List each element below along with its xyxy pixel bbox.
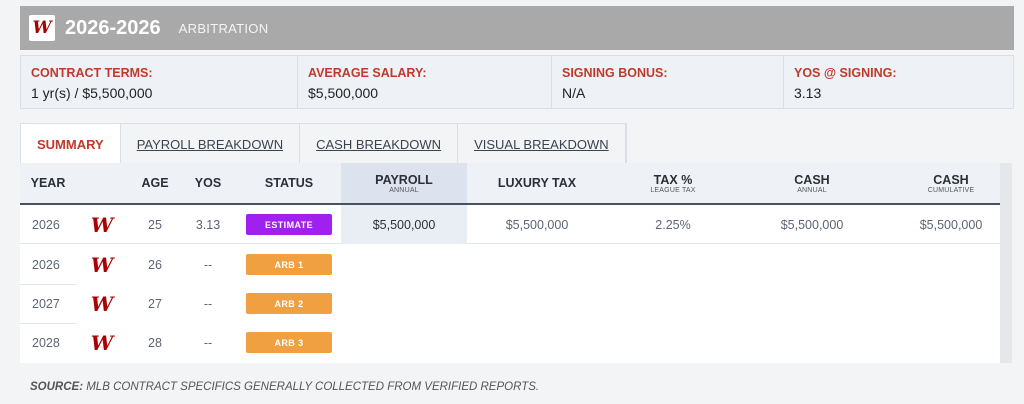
term-average-salary: AVERAGE SALARY: $5,500,000 (298, 56, 552, 108)
table-row: 2026 W 25 3.13 ESTIMATE $5,500,000 $5,50… (20, 205, 1012, 244)
row-age: 26 (148, 257, 162, 272)
col-year: YEAR (30, 176, 66, 190)
row-yos: -- (203, 335, 213, 350)
row-age: 28 (148, 335, 162, 350)
contract-header: W 2026-2026 ARBITRATION (20, 6, 1014, 50)
contract-table: YEAR AGE YOS STATUS PAYROLL ANNUAL LUXURY… (20, 163, 1012, 363)
col-cash-cumulative: CASH CUMULATIVE (927, 172, 975, 194)
col-luxury-tax: LUXURY TAX (497, 176, 577, 190)
row-year: 2027 (32, 296, 60, 311)
contract-terms-panel: CONTRACT TERMS: 1 yr(s) / $5,500,000 AVE… (20, 55, 1014, 109)
status-badge: ARB 1 (246, 254, 332, 275)
row-yos: -- (203, 257, 213, 272)
row-yos: -- (203, 296, 213, 311)
col-tax-pct: TAX % LEAGUE TAX (650, 172, 696, 194)
row-status: ARB 3 (244, 323, 334, 362)
col-age: AGE (141, 176, 169, 190)
row-year: 2026 (32, 217, 60, 232)
term-yos-at-signing: YOS @ SIGNING: 3.13 (794, 66, 897, 101)
row-yos: 3.13 (195, 217, 221, 232)
tab-summary[interactable]: SUMMARY (21, 124, 121, 164)
team-logo-icon: W (90, 212, 114, 237)
tab-visual-breakdown[interactable]: VISUAL BREAKDOWN (458, 124, 626, 164)
term-contract-terms: CONTRACT TERMS: 1 yr(s) / $5,500,000 (21, 56, 298, 108)
row-cash-cumulative: $5,500,000 (919, 217, 983, 232)
term-signing-bonus: SIGNING BONUS: N/A (552, 56, 784, 108)
row-status: ARB 2 (244, 284, 334, 323)
table-row: 2026 W 26 -- ARB 1 (20, 245, 1012, 284)
col-payroll: PAYROLL ANNUAL (341, 163, 467, 203)
row-payroll: $5,500,000 (341, 205, 467, 244)
table-header: YEAR AGE YOS STATUS PAYROLL ANNUAL LUXURY… (20, 163, 1012, 205)
tab-payroll-breakdown[interactable]: PAYROLL BREAKDOWN (121, 124, 301, 164)
col-yos: YOS (194, 176, 222, 190)
row-status: ARB 1 (244, 245, 334, 284)
row-year: 2028 (32, 335, 60, 350)
row-luxury-tax: $5,500,000 (505, 217, 569, 232)
row-age: 25 (148, 217, 162, 232)
row-status: ESTIMATE (244, 205, 334, 244)
row-cash-annual: $5,500,000 (780, 217, 844, 232)
table-row: 2028 W 28 -- ARB 3 (20, 323, 1012, 362)
source-note: SOURCE: MLB CONTRACT SPECIFICS GENERALLY… (30, 381, 540, 393)
table-row: 2027 W 27 -- ARB 2 (20, 284, 1012, 323)
row-year: 2026 (32, 257, 60, 272)
row-divider (20, 284, 76, 285)
team-logo-icon: W (29, 15, 55, 41)
tab-cash-breakdown[interactable]: CASH BREAKDOWN (300, 124, 459, 164)
col-cash-annual: CASH ANNUAL (794, 172, 830, 194)
row-divider (20, 323, 76, 324)
contract-years-title: 2026-2026 (65, 16, 161, 39)
team-logo-icon: W (90, 330, 114, 355)
table-scrollbar[interactable] (1000, 163, 1012, 363)
team-logo-icon: W (90, 291, 114, 316)
status-badge: ESTIMATE (246, 214, 332, 235)
row-age: 27 (148, 296, 162, 311)
contract-type-label: ARBITRATION (178, 20, 269, 36)
row-tax-pct: 2.25% (655, 217, 691, 232)
status-badge: ARB 2 (246, 293, 332, 314)
status-badge: ARB 3 (246, 332, 332, 353)
breakdown-tabs: SUMMARY PAYROLL BREAKDOWN CASH BREAKDOWN… (20, 123, 627, 164)
col-status: STATUS (264, 176, 314, 190)
team-logo-icon: W (90, 252, 114, 277)
